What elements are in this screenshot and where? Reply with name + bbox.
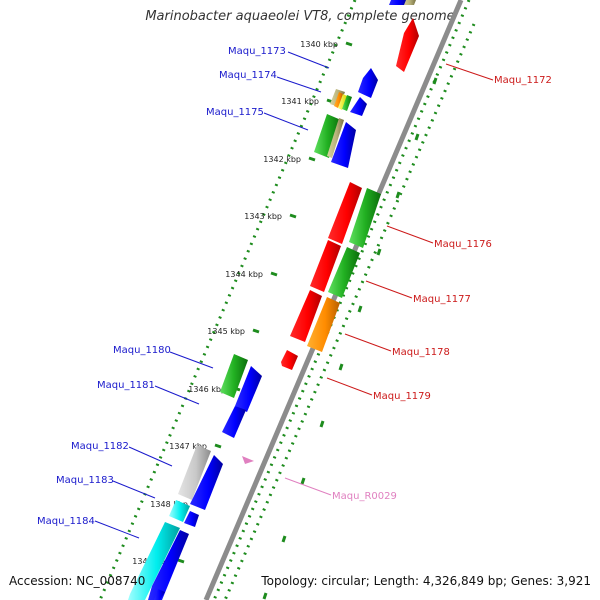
gene-label-maqu-1173[interactable]: Maqu_1173 bbox=[228, 46, 286, 57]
gene-label-maqu-1179[interactable]: Maqu_1179 bbox=[373, 391, 431, 402]
gene-maqu-1173-blue[interactable] bbox=[358, 68, 378, 98]
scale-tick-label: 1344 kbp bbox=[225, 270, 263, 279]
gene-label-maqu-1177[interactable]: Maqu_1177 bbox=[413, 294, 471, 305]
scale-tick-label: 1346 kbp bbox=[188, 385, 226, 394]
gene-label-maqu-1182[interactable]: Maqu_1182 bbox=[71, 441, 129, 452]
forward-tick-mark bbox=[319, 420, 325, 428]
forward-tick-mark bbox=[300, 477, 306, 485]
gene-label-maqu-1174[interactable]: Maqu_1174 bbox=[219, 70, 277, 81]
scale-tick-label: 1343 kbp bbox=[244, 212, 282, 221]
gene-maqu-1172-arrow[interactable] bbox=[396, 18, 419, 72]
forward-tick-mark bbox=[262, 592, 268, 600]
forward-tick-mark bbox=[414, 133, 420, 141]
reverse-strand-genes bbox=[128, 68, 378, 600]
gene-label-maqu-1178[interactable]: Maqu_1178 bbox=[392, 347, 450, 358]
gene-maqu-1175-blue[interactable] bbox=[331, 122, 356, 168]
gene-blue-top[interactable] bbox=[389, 0, 406, 5]
gene-maqu-1175-green[interactable] bbox=[314, 114, 341, 158]
scale-tick-label: 1342 kbp bbox=[263, 155, 301, 164]
scale-tick-mark bbox=[289, 213, 297, 219]
gene-maqu-1174-orange[interactable] bbox=[334, 92, 343, 108]
forward-tick-mark bbox=[395, 191, 401, 199]
forward-strand-genes bbox=[281, 0, 419, 370]
scale-tick-label: 1348 kbp bbox=[150, 500, 188, 509]
gene-maqu-1180-green[interactable] bbox=[220, 354, 248, 398]
gene-label-maqu-r0029[interactable]: Maqu_R0029 bbox=[332, 491, 397, 502]
gene-maqu-1182-gray[interactable] bbox=[178, 445, 211, 500]
forward-tick-mark bbox=[432, 77, 438, 85]
gene-label-maqu-1183[interactable]: Maqu_1183 bbox=[56, 475, 114, 486]
gene-maqu-1174-yellow[interactable] bbox=[338, 94, 347, 110]
gene-maqu-1176-red[interactable] bbox=[328, 182, 362, 244]
gene-maqu-1177-green[interactable] bbox=[328, 247, 360, 298]
scale-tick-label: 1345 kbp bbox=[207, 327, 245, 336]
gene-maqu-1184-cyan[interactable] bbox=[128, 522, 180, 600]
gene-label-maqu-1172[interactable]: Maqu_1172 bbox=[494, 75, 552, 86]
gene-blue-bottom[interactable] bbox=[154, 589, 165, 600]
gene-label-maqu-1180[interactable]: Maqu_1180 bbox=[113, 345, 171, 356]
gene-maqu-1183-blue[interactable] bbox=[184, 511, 199, 527]
scale-tick-mark bbox=[270, 271, 278, 277]
forward-tick-mark bbox=[281, 535, 287, 543]
scale-tick-mark bbox=[214, 443, 222, 449]
scale-tick-mark bbox=[345, 41, 353, 47]
scale-tick-mark bbox=[252, 328, 260, 334]
gene-label-maqu-1184[interactable]: Maqu_1184 bbox=[37, 516, 95, 527]
map-title: Marinobacter aquaeolei VT8, complete gen… bbox=[145, 9, 455, 24]
gene-maqu-1176-green[interactable] bbox=[349, 188, 381, 248]
gene-maqu-1179-red[interactable] bbox=[281, 350, 298, 370]
gene-maqu-1181-blue[interactable] bbox=[235, 366, 262, 412]
gene-maqu-1175-olive[interactable] bbox=[327, 118, 344, 158]
forward-tick-mark bbox=[357, 305, 363, 313]
label-leader-lines bbox=[94, 51, 494, 539]
scale-tick-mark bbox=[177, 558, 185, 564]
gene-maqu-1174-green[interactable] bbox=[342, 95, 352, 111]
topology-summary-text: Topology: circular; Length: 4,326,849 bp… bbox=[261, 574, 591, 588]
forward-tick-mark bbox=[376, 248, 382, 256]
gene-blue-mid[interactable] bbox=[222, 406, 246, 438]
gene-maqu-1174-blue[interactable] bbox=[350, 97, 367, 116]
accession-text: Accession: NC_008740 bbox=[9, 574, 146, 588]
scale-tick-mark bbox=[308, 156, 316, 162]
gene-label-maqu-1175[interactable]: Maqu_1175 bbox=[206, 107, 264, 118]
forward-tick-mark bbox=[338, 363, 344, 371]
scale-tick-label: 1340 kbp bbox=[300, 40, 338, 49]
rna-maqu-r0029[interactable] bbox=[242, 456, 254, 464]
scale-tick-label: 1347 kbp bbox=[169, 442, 207, 451]
gene-red-mid-2[interactable] bbox=[290, 290, 322, 342]
gene-label-maqu-1176[interactable]: Maqu_1176 bbox=[434, 239, 492, 250]
scale-tick-label: 1341 kbp bbox=[281, 97, 319, 106]
gene-maqu-1178-orange[interactable] bbox=[307, 297, 340, 352]
gene-maqu-1184-blue[interactable] bbox=[148, 530, 189, 600]
gene-maqu-1183-cyan[interactable] bbox=[169, 500, 190, 522]
gene-maqu-1182-blue[interactable] bbox=[190, 455, 223, 510]
outer-forward-scale-dots bbox=[223, 23, 476, 600]
gene-label-maqu-1181[interactable]: Maqu_1181 bbox=[97, 380, 155, 391]
gene-label-layer: Maqu_1173 Maqu_1174 Maqu_1175 Maqu_1180 Maqu… bbox=[37, 46, 552, 527]
gene-red-mid-1[interactable] bbox=[310, 240, 341, 292]
